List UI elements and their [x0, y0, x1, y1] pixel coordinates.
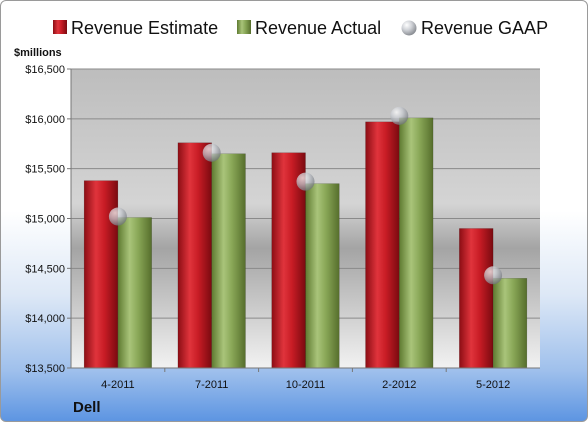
bar-revenue-estimate — [459, 228, 494, 369]
bar-revenue-estimate — [83, 180, 119, 369]
bar-revenue-actual — [399, 117, 434, 369]
legend-label-estimate: Revenue Estimate — [71, 18, 218, 38]
bar-revenue-actual — [305, 183, 340, 369]
marker-revenue-gaap — [390, 106, 409, 125]
x-tick-label: 7-2011 — [195, 379, 228, 391]
legend-label-gaap: Revenue GAAP — [421, 18, 548, 38]
x-axis-ticks: 4-2011 7-2011 10-2011 2-2012 5-2012 — [101, 368, 510, 391]
marker-revenue-gaap — [296, 172, 315, 191]
y-axis-ticks: $13,500 $14,000 $14,500 $15,000 $15,500 $16,0… — [25, 64, 71, 375]
gaap-markers — [108, 106, 503, 285]
bars — [83, 117, 528, 369]
marker-revenue-gaap — [202, 143, 221, 162]
bar-revenue-estimate — [177, 142, 212, 369]
x-tick-label: 4-2011 — [101, 379, 134, 391]
legend: Revenue Estimate Revenue Actual Revenue … — [53, 18, 548, 38]
y-axis-units: $millions — [14, 47, 62, 59]
company-name: Dell — [73, 399, 101, 416]
bar-revenue-actual — [492, 278, 528, 369]
x-tick-label: 5-2012 — [476, 379, 510, 391]
marker-revenue-gaap — [108, 207, 127, 226]
y-tick-label: $15,500 — [25, 164, 65, 176]
marker-revenue-gaap — [484, 266, 503, 285]
y-tick-label: $14,500 — [25, 263, 65, 275]
y-tick-label: $16,000 — [25, 114, 65, 126]
y-tick-label: $13,500 — [25, 363, 65, 375]
legend-label-actual: Revenue Actual — [255, 18, 381, 38]
x-tick-label: 10-2011 — [286, 379, 326, 391]
y-tick-label: $15,000 — [25, 214, 65, 226]
bar-revenue-actual — [211, 153, 246, 369]
x-tick-label: 2-2012 — [382, 379, 416, 391]
legend-swatch-estimate — [53, 20, 67, 34]
y-tick-label: $16,500 — [25, 64, 65, 76]
legend-swatch-actual — [237, 20, 251, 34]
legend-swatch-gaap — [401, 20, 417, 36]
bar-revenue-actual — [117, 217, 152, 369]
bar-revenue-estimate — [365, 121, 400, 369]
y-tick-label: $14,000 — [25, 313, 65, 325]
